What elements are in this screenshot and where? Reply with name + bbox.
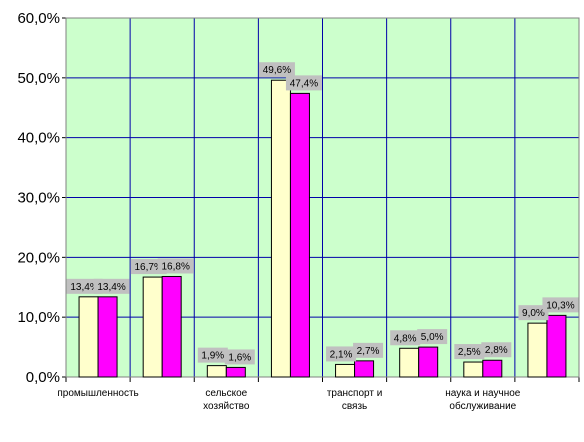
y-tick-label: 50,0% xyxy=(17,70,60,87)
bar-series-2-cat-3 xyxy=(225,366,246,378)
data-label: 49,6% xyxy=(263,65,291,76)
data-label-box xyxy=(197,347,228,363)
bar-series-1-cat-1 xyxy=(78,296,99,378)
data-label: 10,3% xyxy=(546,300,574,311)
data-label: 2,7% xyxy=(357,346,380,357)
bar-series-2-cat-1 xyxy=(97,296,118,378)
data-label-box xyxy=(285,75,322,91)
y-tick-label: 20,0% xyxy=(17,249,60,266)
bar-series-2-cat-5 xyxy=(354,360,375,378)
data-label: 2,5% xyxy=(458,347,481,358)
y-tick-label: 40,0% xyxy=(17,130,60,147)
data-label-box xyxy=(224,349,255,365)
data-label: 13,4% xyxy=(70,282,98,293)
data-label: 16,7% xyxy=(135,262,163,273)
data-label: 5,0% xyxy=(421,332,444,343)
plot-border xyxy=(65,17,580,378)
bar-series-2-cat-8 xyxy=(546,314,567,378)
data-label-box xyxy=(326,346,357,362)
bar-series-2-cat-6 xyxy=(418,346,439,378)
data-label: 1,6% xyxy=(228,352,251,363)
bar-series-1-cat-7 xyxy=(463,361,484,378)
data-label: 2,1% xyxy=(330,349,353,360)
x-category-label: промышленность xyxy=(57,388,138,399)
data-label: 9,0% xyxy=(522,308,545,319)
x-category-label: связь xyxy=(342,401,367,412)
data-label: 16,8% xyxy=(162,261,190,272)
x-category-label: сельское xyxy=(205,388,247,399)
bar-series-1-cat-2 xyxy=(142,276,163,378)
x-category-label: хозяйство xyxy=(203,401,250,412)
bar-series-1-cat-5 xyxy=(335,363,356,378)
data-label-box xyxy=(390,330,421,346)
data-label-box xyxy=(258,62,295,78)
y-tick-label: 30,0% xyxy=(17,190,60,207)
bar-series-1-cat-3 xyxy=(206,365,227,378)
bar-series-1-cat-6 xyxy=(399,347,420,378)
bar-series-2-cat-4 xyxy=(289,92,310,378)
y-tick-label: 10,0% xyxy=(17,309,60,326)
data-label-box xyxy=(481,342,512,358)
bar-series-1-cat-4 xyxy=(270,79,291,378)
data-label: 4,8% xyxy=(394,333,417,344)
data-label: 47,4% xyxy=(290,78,318,89)
data-label-box xyxy=(454,344,485,360)
data-label-box xyxy=(518,305,549,321)
y-tick-label: 60,0% xyxy=(17,10,60,27)
bar-series-2-cat-7 xyxy=(482,359,503,378)
data-label-box xyxy=(417,329,448,345)
x-category-label: наука и научное xyxy=(445,388,521,399)
data-label: 13,4% xyxy=(97,282,125,293)
bar-series-2-cat-2 xyxy=(161,275,182,378)
data-label-box xyxy=(542,297,579,313)
data-label: 2,8% xyxy=(485,345,508,356)
data-label-box xyxy=(157,258,194,274)
x-category-label: транспорт и xyxy=(327,388,383,399)
data-label: 1,9% xyxy=(201,351,224,362)
bar-series-1-cat-8 xyxy=(527,322,548,378)
data-label-box xyxy=(353,342,384,358)
x-category-label: обслуживание xyxy=(449,400,516,412)
data-label-box xyxy=(93,278,130,294)
y-tick-label: 0,0% xyxy=(26,369,60,386)
